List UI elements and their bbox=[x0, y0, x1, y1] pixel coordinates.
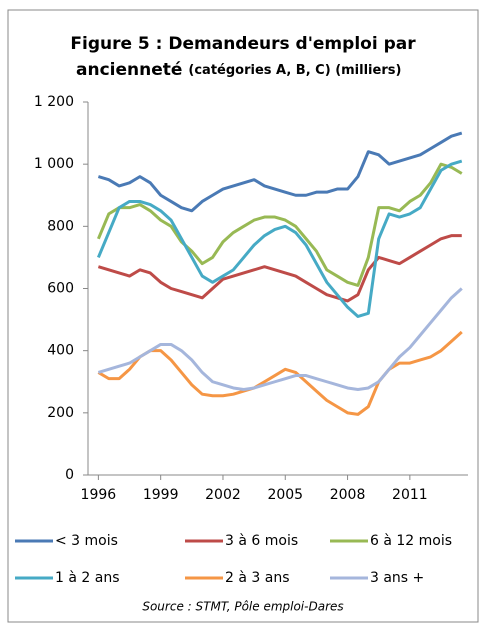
chart-subtitle: (catégories A, B, C) (milliers) bbox=[188, 63, 401, 78]
series-line bbox=[97, 234, 462, 303]
chart-title: ancienneté (catégories A, B, C) (milliers… bbox=[76, 60, 401, 80]
legend-label: 3 ans + bbox=[370, 570, 424, 586]
series-line bbox=[97, 287, 463, 392]
legend-label: 6 à 12 mois bbox=[370, 533, 452, 549]
series-line bbox=[97, 131, 463, 213]
legend-label: 3 à 6 mois bbox=[225, 533, 298, 549]
y-tick-label: 800 bbox=[47, 218, 74, 234]
y-tick-label: 200 bbox=[47, 405, 74, 421]
chart-title: Figure 5 : Demandeurs d'emploi par bbox=[70, 34, 416, 54]
source: Source : STMT, Pôle emploi-Dares bbox=[142, 600, 343, 614]
x-tick-label: 2002 bbox=[205, 487, 241, 503]
x-tick-label: 2011 bbox=[392, 487, 428, 503]
x-tick-label: 1996 bbox=[81, 487, 117, 503]
chart-title-line: ancienneté bbox=[76, 60, 182, 80]
y-tick-label: 600 bbox=[47, 281, 74, 297]
frame bbox=[7, 9, 479, 623]
legend-label: 1 à 2 ans bbox=[55, 570, 120, 586]
x-tick-label: 1999 bbox=[143, 487, 179, 503]
y-tick-label: 1 000 bbox=[34, 156, 74, 172]
y-tick-label: 0 bbox=[65, 467, 74, 483]
y-tick-label: 400 bbox=[47, 343, 74, 359]
series-line bbox=[96, 162, 463, 287]
series-line bbox=[97, 330, 463, 416]
x-tick-label: 2008 bbox=[330, 487, 366, 503]
legend-label: 2 à 3 ans bbox=[225, 570, 290, 586]
x-tick-label: 2005 bbox=[267, 487, 303, 503]
series-line bbox=[96, 159, 463, 318]
y-tick-label: 1 200 bbox=[34, 94, 74, 110]
legend-label: < 3 mois bbox=[55, 533, 118, 549]
